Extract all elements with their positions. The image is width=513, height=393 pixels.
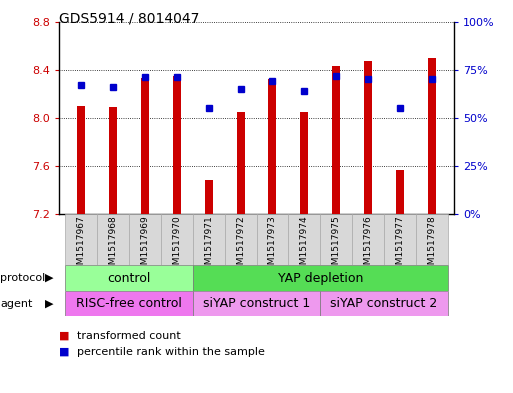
Bar [300, 112, 308, 214]
Bar [364, 61, 372, 214]
Text: GSM1517967: GSM1517967 [77, 216, 86, 276]
Bar [129, 214, 161, 265]
Text: percentile rank within the sample: percentile rank within the sample [77, 347, 265, 357]
Bar [320, 291, 448, 316]
Bar [141, 78, 149, 214]
Bar [256, 214, 288, 265]
Bar [65, 265, 193, 291]
Text: ▶: ▶ [45, 299, 54, 309]
Text: protocol: protocol [0, 273, 45, 283]
Bar [193, 291, 320, 316]
Text: GSM1517973: GSM1517973 [268, 216, 277, 276]
Text: GSM1517977: GSM1517977 [396, 216, 404, 276]
Text: siYAP construct 2: siYAP construct 2 [330, 297, 438, 310]
Bar [236, 112, 245, 214]
Text: GSM1517971: GSM1517971 [204, 216, 213, 276]
Text: agent: agent [0, 299, 32, 309]
Bar [288, 214, 320, 265]
Bar [161, 214, 193, 265]
Bar [416, 214, 448, 265]
Bar [109, 107, 117, 214]
Text: ▶: ▶ [45, 273, 54, 283]
Bar [428, 58, 436, 214]
Text: GSM1517974: GSM1517974 [300, 216, 309, 276]
Text: GDS5914 / 8014047: GDS5914 / 8014047 [59, 12, 200, 26]
Text: ■: ■ [59, 331, 69, 341]
Bar [396, 170, 404, 214]
Text: GSM1517968: GSM1517968 [109, 216, 117, 276]
Text: GSM1517978: GSM1517978 [427, 216, 436, 276]
Bar [225, 214, 256, 265]
Text: RISC-free control: RISC-free control [76, 297, 182, 310]
Bar [173, 76, 181, 214]
Text: GSM1517975: GSM1517975 [331, 216, 341, 276]
Bar [65, 214, 97, 265]
Bar [384, 214, 416, 265]
Bar [332, 66, 340, 214]
Bar [97, 214, 129, 265]
Bar [193, 214, 225, 265]
Text: ■: ■ [59, 347, 69, 357]
Text: siYAP construct 1: siYAP construct 1 [203, 297, 310, 310]
Bar [352, 214, 384, 265]
Text: GSM1517969: GSM1517969 [141, 216, 149, 276]
Text: GSM1517970: GSM1517970 [172, 216, 182, 276]
Text: GSM1517976: GSM1517976 [364, 216, 372, 276]
Bar [205, 180, 213, 214]
Text: GSM1517972: GSM1517972 [236, 216, 245, 276]
Bar [268, 79, 277, 214]
Bar [320, 214, 352, 265]
Text: control: control [107, 272, 151, 285]
Text: transformed count: transformed count [77, 331, 181, 341]
Bar [65, 291, 193, 316]
Bar [77, 106, 85, 214]
Text: YAP depletion: YAP depletion [278, 272, 363, 285]
Bar [193, 265, 448, 291]
